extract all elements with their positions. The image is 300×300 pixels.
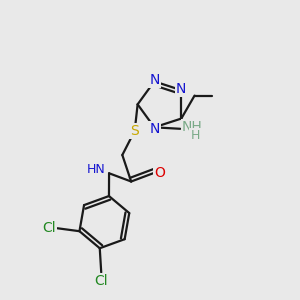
Text: N: N (176, 82, 187, 96)
Text: N: N (149, 73, 160, 87)
Text: HN: HN (87, 163, 106, 176)
Text: H: H (190, 129, 200, 142)
Text: S: S (130, 124, 139, 138)
Text: Cl: Cl (94, 274, 108, 288)
Text: O: O (154, 166, 165, 180)
Text: N: N (149, 122, 160, 136)
Text: NH: NH (182, 120, 202, 134)
Text: Cl: Cl (42, 221, 56, 235)
